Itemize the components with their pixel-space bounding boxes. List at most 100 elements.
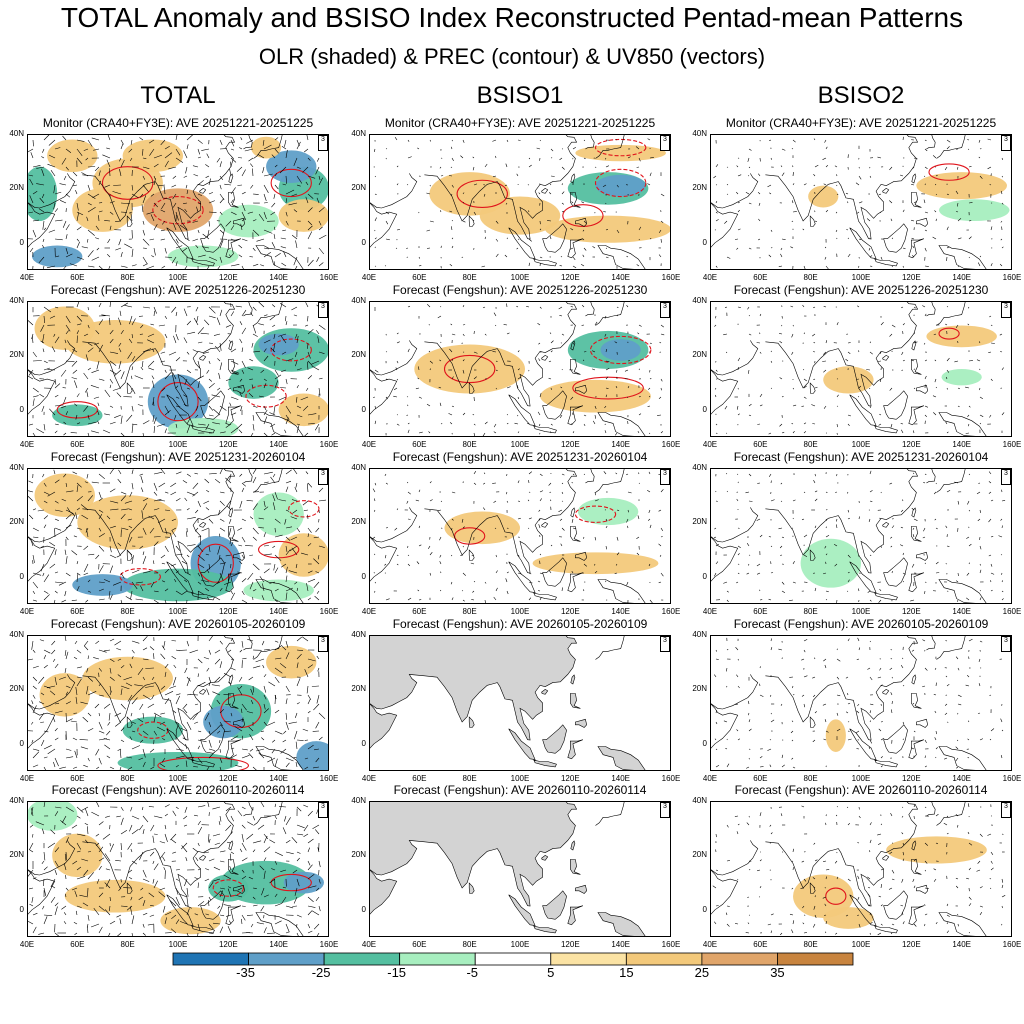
wind-vector bbox=[54, 710, 63, 714]
wind-vector bbox=[902, 842, 904, 846]
wind-vector bbox=[395, 367, 398, 371]
wind-vector bbox=[406, 247, 409, 249]
olr-shade-region bbox=[39, 673, 90, 717]
wind-vector bbox=[119, 918, 122, 925]
wind-vector bbox=[225, 806, 232, 812]
wind-vector bbox=[180, 727, 188, 732]
wind-vector bbox=[902, 359, 905, 362]
prec-contour bbox=[288, 500, 320, 518]
wind-vector bbox=[64, 339, 67, 344]
wind-vector bbox=[170, 838, 177, 844]
wind-vector bbox=[54, 906, 58, 916]
column-title-bsiso2: BSISO2 bbox=[817, 82, 905, 109]
x-tick-label: 60E bbox=[412, 440, 427, 449]
wind-vector bbox=[770, 545, 773, 547]
wind-vector bbox=[318, 487, 324, 493]
olr-shade-region bbox=[540, 379, 651, 413]
wind-vector bbox=[212, 833, 221, 837]
wind-vector bbox=[726, 256, 731, 259]
wind-vector bbox=[146, 211, 155, 215]
wind-vector bbox=[86, 685, 89, 695]
wind-vector bbox=[159, 763, 166, 768]
wind-vector bbox=[813, 184, 816, 186]
wind-vector bbox=[715, 394, 717, 398]
x-tick-label: 80E bbox=[803, 273, 818, 282]
wind-vector bbox=[858, 238, 862, 240]
coastline bbox=[424, 301, 578, 407]
coastline bbox=[926, 635, 936, 651]
wind-vector bbox=[627, 396, 629, 398]
wind-vector bbox=[822, 360, 827, 362]
coastline bbox=[710, 507, 759, 543]
wind-vector bbox=[98, 344, 103, 353]
wind-vector bbox=[142, 571, 151, 574]
wind-vector bbox=[175, 471, 182, 475]
wind-vector bbox=[847, 738, 852, 741]
wind-vector bbox=[274, 252, 281, 258]
x-tick-label: 140E bbox=[952, 607, 971, 616]
wind-vector bbox=[274, 164, 278, 168]
wind-vector bbox=[83, 645, 89, 651]
wind-vector bbox=[258, 517, 265, 520]
wind-vector bbox=[792, 387, 795, 390]
wind-vector bbox=[284, 815, 287, 822]
wind-vector bbox=[924, 148, 928, 152]
wind-vector bbox=[495, 360, 498, 362]
wind-vector bbox=[120, 572, 125, 579]
wind-vector bbox=[281, 563, 287, 568]
wind-vector bbox=[186, 531, 188, 538]
wind-vector bbox=[270, 211, 276, 216]
wind-vector bbox=[385, 211, 390, 215]
wind-vector bbox=[877, 932, 882, 936]
wind-vector bbox=[120, 202, 130, 205]
wind-vector bbox=[506, 386, 511, 389]
wind-vector bbox=[32, 665, 39, 669]
wind-vector bbox=[240, 405, 243, 412]
wind-vector bbox=[281, 146, 287, 150]
wind-vector bbox=[506, 139, 509, 143]
wind-vector bbox=[91, 256, 100, 261]
wind-vector bbox=[946, 545, 950, 547]
wind-vector bbox=[396, 360, 399, 364]
wind-vector bbox=[131, 482, 134, 490]
wind-vector bbox=[285, 762, 290, 768]
wind-vector bbox=[473, 423, 476, 426]
y-tick-label: 40N bbox=[692, 630, 707, 639]
wind-vector bbox=[714, 527, 717, 530]
wind-vector bbox=[307, 873, 315, 880]
wind-vector bbox=[514, 422, 519, 425]
x-tick-label: 40E bbox=[19, 273, 35, 282]
wind-vector bbox=[128, 338, 133, 344]
x-tick-label: 40E bbox=[361, 940, 377, 949]
wind-vector bbox=[769, 764, 772, 768]
wind-vector bbox=[248, 676, 254, 681]
wind-vector bbox=[279, 166, 287, 174]
wind-vector bbox=[83, 372, 89, 380]
wind-vector bbox=[205, 507, 210, 511]
wind-vector bbox=[65, 556, 68, 565]
olr-shade-region bbox=[800, 538, 861, 588]
wind-vector bbox=[47, 491, 56, 497]
wind-vector bbox=[186, 887, 189, 897]
wind-vector bbox=[179, 921, 188, 925]
wind-vector bbox=[174, 578, 177, 583]
africa-landmass bbox=[369, 868, 398, 937]
wind-vector bbox=[615, 472, 618, 475]
wind-vector bbox=[98, 694, 104, 697]
wind-vector bbox=[495, 238, 499, 242]
wind-vector bbox=[76, 561, 79, 565]
wind-vector bbox=[318, 207, 325, 213]
coastline bbox=[765, 468, 919, 574]
wind-vector bbox=[196, 315, 199, 323]
wind-vector bbox=[218, 821, 221, 826]
wind-vector bbox=[384, 563, 387, 566]
wind-vector bbox=[946, 357, 950, 362]
wind-vector bbox=[734, 815, 739, 817]
wind-vector bbox=[29, 178, 34, 186]
wind-vector bbox=[1001, 590, 1004, 593]
wind-vector bbox=[141, 487, 144, 493]
x-tick-label: 100E bbox=[168, 940, 188, 949]
wind-vector bbox=[1001, 895, 1006, 898]
wind-vector bbox=[636, 552, 640, 556]
wind-vector bbox=[76, 212, 79, 222]
